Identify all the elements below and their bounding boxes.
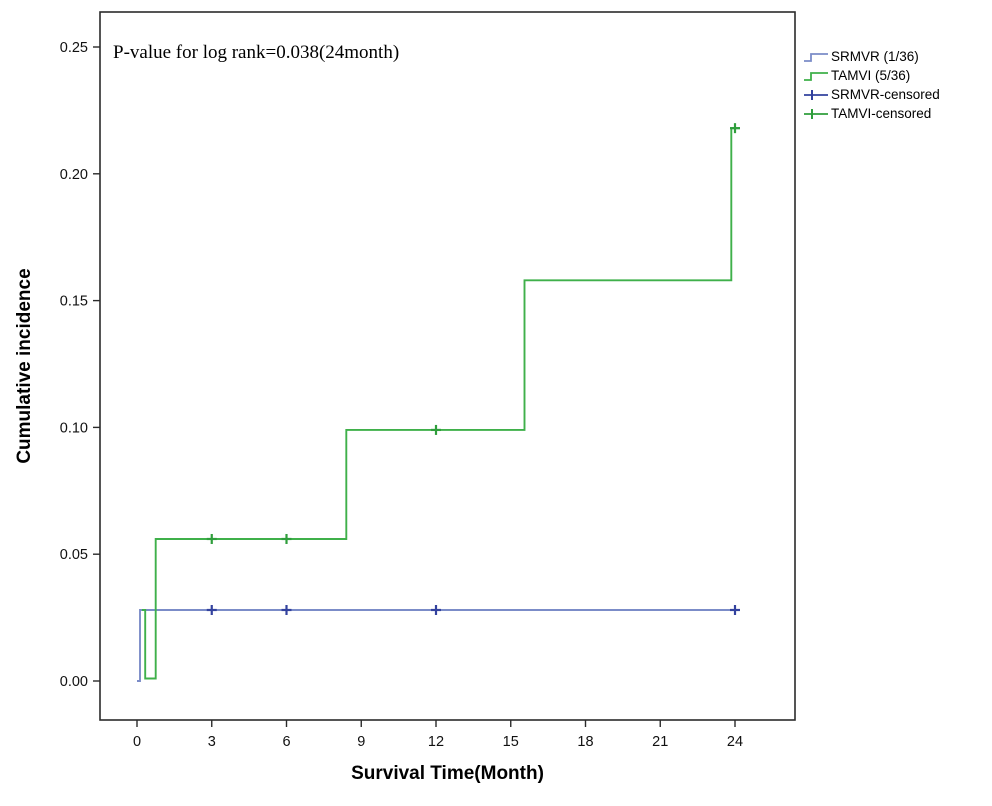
- x-axis-title: Survival Time(Month): [351, 763, 544, 784]
- pvalue-annotation: P-value for log rank=0.038(24month): [113, 42, 399, 63]
- series-step-line: [142, 127, 740, 680]
- legend-label-srmvr-censored: SRMVR-censored: [831, 86, 940, 102]
- series-srmvr-1-36-: [137, 604, 740, 682]
- x-tick-label: 0: [133, 734, 141, 750]
- y-tick-label: 0.15: [60, 294, 88, 310]
- chart-legend: SRMVR (1/36) TAMVI (5/36) SRMVR-censored…: [803, 47, 940, 123]
- y-tick-label: 0.05: [60, 547, 88, 563]
- x-tick-label: 3: [208, 734, 216, 750]
- x-tick-label: 18: [577, 734, 593, 750]
- srmvr-censored-plus-icon: [803, 88, 830, 102]
- y-axis-title: Cumulative incidence: [14, 268, 35, 463]
- series-tamvi-5-36-: [142, 123, 740, 680]
- legend-item-srmvr-censored: SRMVR-censored: [803, 85, 940, 104]
- x-tick-label: 15: [503, 734, 519, 750]
- x-tick-label: 21: [652, 734, 668, 750]
- series-step-line: [137, 609, 739, 682]
- legend-label-tamvi-censored: TAMVI-censored: [831, 105, 932, 121]
- tamvi-step-line-icon: [803, 69, 830, 83]
- y-tick-label: 0.20: [60, 167, 88, 183]
- tamvi-censored-plus-icon: [803, 107, 830, 121]
- y-tick-label: 0.25: [60, 40, 88, 56]
- x-tick-label: 24: [727, 734, 743, 750]
- legend-label-tamvi: TAMVI (5/36): [831, 67, 911, 83]
- y-tick-label: 0.00: [60, 674, 88, 690]
- legend-item-srmvr: SRMVR (1/36): [803, 47, 940, 66]
- plot-border: [99, 11, 796, 721]
- legend-item-tamvi-censored: TAMVI-censored: [803, 104, 940, 123]
- x-tick-label: 12: [428, 734, 444, 750]
- srmvr-step-line-icon: [803, 50, 830, 64]
- x-tick-label: 9: [357, 734, 365, 750]
- y-tick-label: 0.10: [60, 420, 88, 436]
- x-tick-label: 6: [282, 734, 290, 750]
- legend-item-tamvi: TAMVI (5/36): [803, 66, 940, 85]
- legend-label-srmvr: SRMVR (1/36): [831, 48, 919, 64]
